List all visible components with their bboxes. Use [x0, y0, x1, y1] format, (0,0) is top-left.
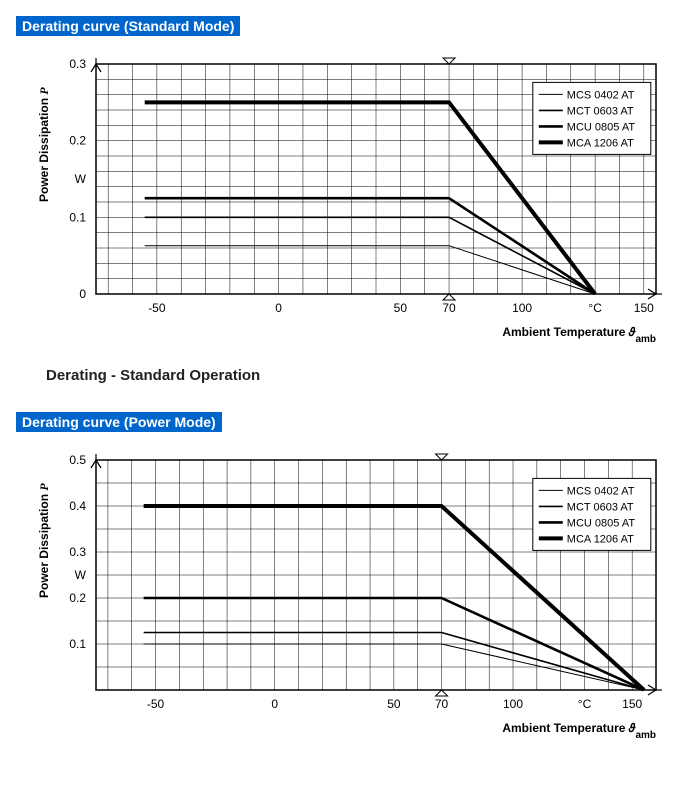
x-axis-title: Ambient Temperature 𝜗amb	[502, 721, 656, 741]
legend-label: MCU 0805 AT	[567, 517, 636, 529]
x-tick-label: 70	[442, 301, 456, 315]
legend-label: MCT 0603 AT	[567, 501, 634, 513]
series-line	[145, 217, 595, 294]
y-axis-title: Power Dissipation P	[37, 483, 51, 598]
marker-bottom	[436, 690, 448, 696]
legend-label: MCA 1206 AT	[567, 137, 634, 149]
x-tick-label: 70	[435, 697, 449, 711]
chart-block: Derating curve (Standard Mode) -50 0 50 100 1…	[16, 16, 680, 384]
legend-label: MCU 0805 AT	[567, 121, 636, 133]
x-tick-label: 0	[275, 301, 282, 315]
x-tick-label: 50	[387, 697, 401, 711]
derating-chart: -50 0 50 100 150 70 °C 0 0.1 0.2 0.3 W Power Dissipa…	[16, 46, 676, 356]
x-tick-label: 150	[634, 301, 654, 315]
legend-label: MCA 1206 AT	[567, 533, 634, 545]
y-tick-label: 0.1	[69, 210, 86, 224]
x-tick-label: 50	[394, 301, 408, 315]
x-tick-label: °C	[578, 697, 592, 711]
legend-label: MCT 0603 AT	[567, 105, 634, 117]
marker-bottom	[443, 294, 455, 300]
x-tick-label: °C	[588, 301, 602, 315]
y-axis-title: Power Dissipation P	[37, 87, 51, 202]
x-tick-label: 150	[622, 697, 642, 711]
legend-label: MCS 0402 AT	[567, 89, 635, 101]
x-tick-label: -50	[148, 301, 166, 315]
x-tick-label: 100	[503, 697, 523, 711]
y-tick-label: 0.4	[69, 499, 86, 513]
y-unit-label: W	[75, 172, 87, 186]
chart-block: Derating curve (Power Mode) -50 0 50 100 150 7…	[16, 412, 680, 757]
x-tick-label: 100	[512, 301, 532, 315]
derating-chart: -50 0 50 100 150 70 °C 0.1 0.2 0.3 0.4 0.5 W Power Di…	[16, 442, 676, 752]
y-tick-label: 0.3	[69, 545, 86, 559]
x-axis-title: Ambient Temperature 𝜗amb	[502, 325, 656, 345]
legend-label: MCS 0402 AT	[567, 485, 635, 497]
section-heading: Derating curve (Standard Mode)	[16, 16, 240, 36]
y-unit-label: W	[75, 568, 87, 582]
section-heading: Derating curve (Power Mode)	[16, 412, 222, 432]
y-tick-label: 0.2	[69, 134, 86, 148]
y-tick-label: 0.5	[69, 453, 86, 467]
chart-subtitle: Derating - Standard Operation	[46, 367, 680, 384]
series-line	[145, 246, 595, 294]
y-tick-label: 0.1	[69, 637, 86, 651]
x-tick-label: 0	[271, 697, 278, 711]
y-tick-label: 0.2	[69, 591, 86, 605]
marker-top	[443, 58, 455, 64]
y-tick-label: 0.3	[69, 57, 86, 71]
y-tick-label: 0	[79, 287, 86, 301]
marker-top	[436, 454, 448, 460]
x-tick-label: -50	[147, 697, 165, 711]
